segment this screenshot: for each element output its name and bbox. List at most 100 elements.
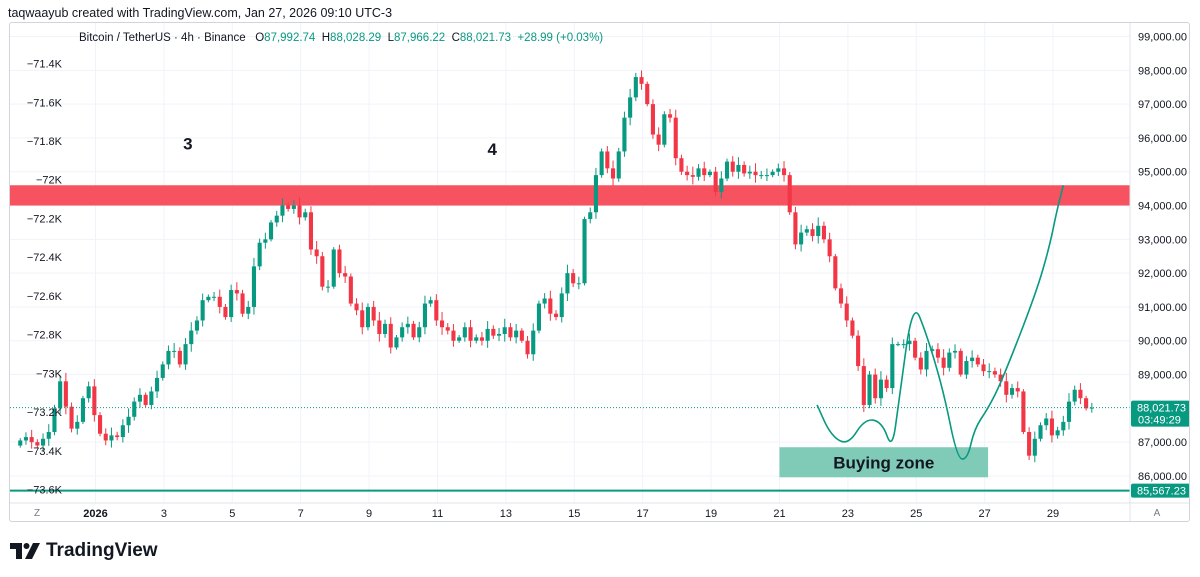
candle-body: [365, 306, 370, 328]
candle-body: [172, 350, 177, 352]
candle-body: [457, 337, 462, 341]
candle: [303, 208, 308, 221]
candle-body: [35, 442, 40, 446]
candle-body: [804, 229, 809, 233]
candle: [474, 334, 479, 344]
candle-body: [462, 327, 467, 338]
candle-body: [377, 320, 382, 334]
candle: [485, 321, 490, 348]
candle-body: [781, 168, 787, 176]
candle-body: [924, 350, 929, 370]
candle-body: [479, 337, 484, 341]
candle-body: [314, 249, 319, 257]
candle: [223, 303, 228, 320]
corner-right-label[interactable]: A: [1154, 508, 1161, 519]
candle-body: [690, 175, 695, 177]
candle: [861, 358, 866, 413]
candle: [251, 257, 257, 315]
x-axis-tick: 23: [842, 508, 854, 520]
candle-body: [998, 374, 1003, 382]
candle-body: [838, 288, 844, 304]
candle-body: [713, 171, 718, 193]
candle: [764, 168, 769, 182]
candle-body: [593, 175, 598, 213]
candle: [1032, 431, 1037, 463]
candle-body: [1044, 418, 1049, 426]
candle-body: [240, 293, 245, 314]
candle: [850, 317, 855, 339]
candle: [240, 289, 245, 317]
candle-body: [445, 327, 450, 331]
candle-body: [833, 256, 838, 289]
tradingview-logo-icon: [10, 543, 40, 559]
candle-body: [354, 303, 359, 311]
candle: [867, 370, 872, 409]
legend-low: 87,966.22: [394, 32, 446, 44]
candle: [816, 217, 821, 244]
price-tag-bg: [1131, 400, 1189, 427]
candle-body: [821, 225, 826, 240]
candle: [172, 343, 177, 358]
candle-body: [1061, 421, 1066, 431]
candle: [411, 320, 416, 341]
candle-body: [930, 349, 935, 351]
right-axis-tick: 96,000.00: [1138, 133, 1187, 145]
candle: [685, 165, 690, 181]
left-axis-tick: −71.4K: [27, 59, 63, 71]
candle-body: [468, 327, 473, 341]
candle: [593, 167, 598, 219]
candle: [702, 161, 707, 182]
candle-body: [268, 222, 274, 240]
candle: [58, 375, 63, 414]
candle: [194, 316, 200, 335]
candle: [211, 292, 217, 302]
candle-body: [320, 256, 325, 287]
price-tag-label: 88,021.73: [1137, 403, 1186, 415]
candle-body: [234, 290, 239, 294]
zones: Buying zone: [10, 185, 1130, 478]
candle-body: [405, 323, 410, 328]
candle: [622, 111, 627, 157]
candle: [149, 386, 154, 410]
candle-body: [411, 323, 416, 338]
candle-body: [992, 371, 997, 375]
candle-body: [394, 337, 399, 348]
candle: [941, 349, 946, 376]
candle-body: [155, 377, 160, 392]
right-axis-tick: 87,000.00: [1138, 437, 1187, 449]
candle-body: [685, 171, 690, 176]
candle: [462, 322, 467, 342]
candle-body: [559, 293, 564, 318]
candle-body: [947, 352, 952, 368]
candle-body: [491, 328, 496, 336]
buying-zone-label: Buying zone: [833, 453, 934, 472]
candle: [268, 220, 274, 242]
candle-body: [827, 239, 832, 257]
candle: [901, 339, 906, 349]
candle: [856, 330, 861, 371]
x-axis-tick: 19: [705, 508, 717, 520]
candle-body: [913, 340, 918, 358]
legend-low-label: L: [387, 32, 395, 44]
candle: [804, 225, 809, 236]
projection-path: [816, 185, 1065, 460]
candle: [496, 327, 502, 342]
candle: [878, 371, 883, 406]
candle: [793, 206, 798, 250]
candle: [1061, 415, 1066, 436]
candle-body: [1078, 389, 1083, 399]
candle-body: [650, 104, 655, 135]
candle: [1044, 413, 1049, 431]
candle-body: [194, 320, 200, 331]
candle-body: [610, 168, 616, 179]
corner-left-label[interactable]: Z: [34, 508, 40, 519]
tradingview-brand[interactable]: TradingView: [10, 540, 158, 562]
candle: [519, 328, 524, 343]
candle-body: [759, 175, 764, 177]
candle: [1084, 395, 1089, 411]
candle: [103, 428, 108, 446]
candle: [479, 331, 484, 346]
